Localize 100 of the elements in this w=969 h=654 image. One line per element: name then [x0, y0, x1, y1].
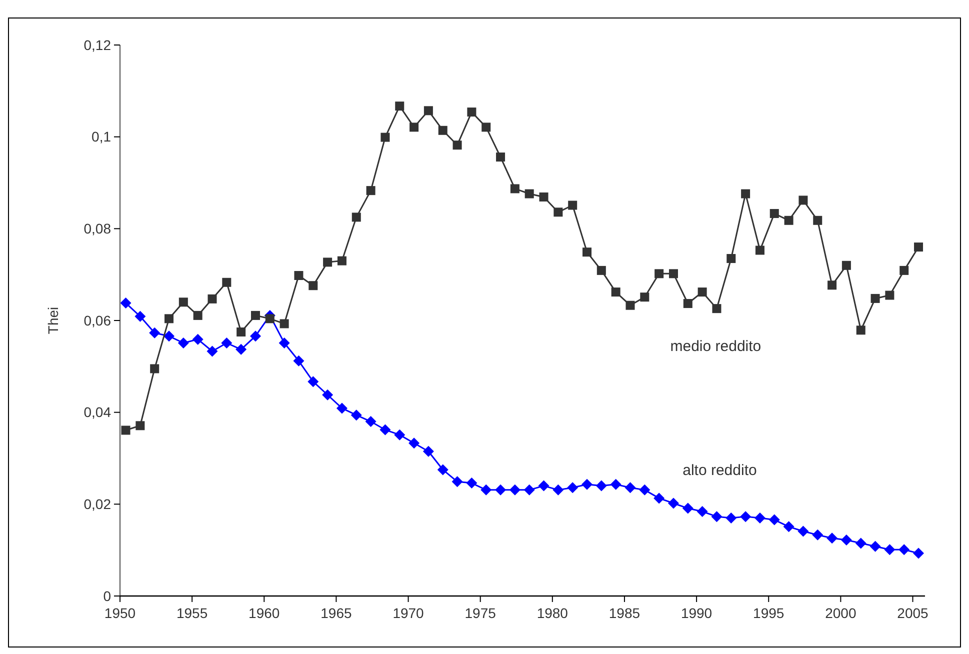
point: [394, 429, 406, 440]
point: [770, 209, 779, 218]
point: [741, 189, 750, 198]
point: [783, 521, 794, 532]
text: medio reddito: [670, 338, 762, 355]
point: [826, 532, 838, 544]
point: [712, 304, 722, 314]
point: [798, 196, 808, 205]
point: [828, 280, 837, 290]
point: [482, 122, 491, 132]
point: [424, 106, 433, 116]
point: [380, 132, 390, 142]
point: [236, 344, 247, 355]
point: [467, 108, 476, 117]
point: [913, 548, 924, 559]
point: [136, 421, 145, 430]
point: [293, 355, 304, 366]
point: [898, 544, 910, 556]
point: [626, 300, 635, 310]
point: [668, 498, 679, 509]
point: [206, 346, 218, 357]
point: [668, 269, 678, 278]
x-tick-label: 1950: [104, 605, 136, 621]
point: [395, 102, 404, 111]
y-tick-label: 0: [103, 588, 112, 604]
point: [149, 327, 160, 338]
point: [740, 511, 752, 522]
point: [855, 538, 866, 549]
point: [178, 298, 188, 307]
point: [711, 511, 722, 522]
point: [265, 314, 274, 324]
point: [842, 260, 851, 270]
point: [337, 256, 346, 266]
point: [336, 402, 348, 414]
point: [554, 208, 563, 217]
point: [422, 446, 434, 457]
point: [509, 484, 520, 496]
point: [134, 310, 146, 322]
point: [885, 290, 894, 300]
point: [495, 484, 506, 496]
point: [150, 364, 160, 374]
point: [812, 529, 824, 540]
point: [624, 482, 636, 494]
point: [250, 310, 260, 320]
point: [350, 410, 362, 421]
point: [884, 544, 896, 556]
x-tick-label: 1990: [680, 605, 712, 621]
point: [539, 192, 548, 202]
point: [193, 310, 202, 320]
point: [380, 424, 391, 436]
y-tick-label: 0,12: [84, 36, 112, 53]
point: [698, 288, 707, 297]
point: [510, 184, 520, 194]
point: [438, 126, 448, 135]
x-tick-label: 1965: [320, 605, 352, 621]
point: [798, 526, 809, 537]
point: [352, 212, 361, 222]
point: [726, 512, 737, 524]
point: [222, 278, 232, 287]
x-tick-label: 2000: [825, 605, 856, 621]
point: [596, 480, 607, 492]
point: [408, 438, 420, 449]
point: [900, 266, 909, 275]
point: [856, 326, 866, 335]
point: [278, 338, 290, 348]
point: [870, 294, 880, 303]
point: [164, 330, 175, 342]
point: [120, 298, 132, 309]
point: [840, 534, 852, 546]
x-tick-label: 1985: [608, 605, 640, 621]
point: [640, 292, 650, 302]
point: [683, 299, 692, 308]
point: [682, 502, 694, 514]
point: [568, 200, 578, 210]
point: [410, 122, 419, 132]
point: [280, 319, 289, 328]
point: [654, 269, 664, 278]
point: [784, 216, 794, 225]
point: [480, 484, 492, 496]
point: [524, 189, 534, 198]
y-tick-label: 0,1: [92, 128, 112, 145]
point: [308, 281, 318, 290]
point: [596, 266, 606, 275]
point: [610, 478, 622, 490]
y-axis-title: Thei: [45, 306, 61, 334]
point: [322, 389, 334, 400]
point: [639, 484, 650, 496]
point: [323, 258, 332, 267]
point: [768, 514, 780, 526]
point: [524, 484, 535, 496]
point: [755, 246, 764, 255]
point: [208, 294, 217, 304]
point: [164, 314, 174, 324]
point: [496, 152, 506, 162]
point: [452, 476, 463, 488]
point: [813, 216, 822, 225]
point: [726, 254, 736, 264]
point: [294, 271, 304, 280]
point: [611, 288, 620, 297]
x-tick-label: 2005: [897, 605, 929, 621]
